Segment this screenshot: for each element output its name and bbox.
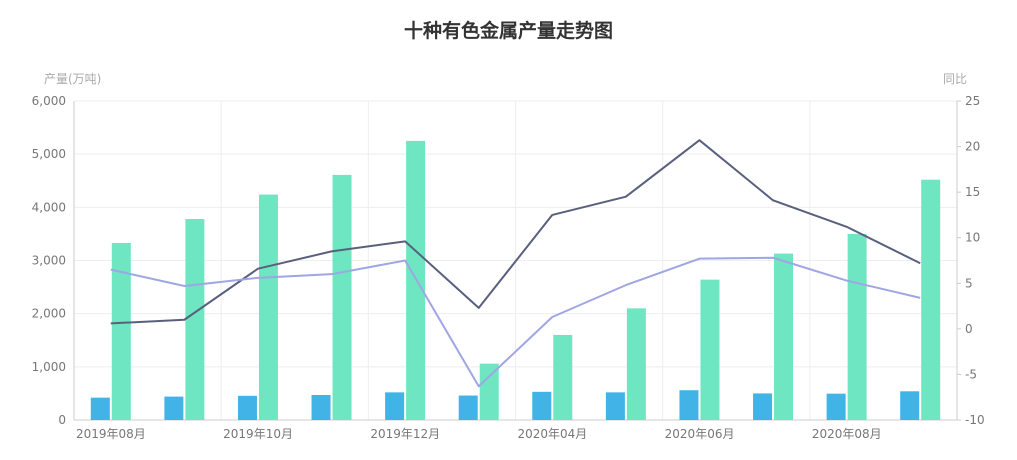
y-axis-left-label: 产量(万吨) bbox=[44, 72, 102, 86]
bar bbox=[164, 396, 184, 420]
x-tick-label: 2019年10月 bbox=[223, 427, 293, 441]
y-right-tick-label: 20 bbox=[965, 140, 980, 154]
bar bbox=[774, 253, 794, 420]
x-tick-label: 2019年12月 bbox=[370, 427, 440, 441]
bar bbox=[237, 395, 257, 420]
bar bbox=[406, 140, 426, 420]
y-right-tick-label: -5 bbox=[965, 367, 977, 381]
series-line bbox=[110, 256, 921, 388]
x-tick-label: 2020年06月 bbox=[665, 427, 735, 441]
bar bbox=[679, 390, 699, 420]
y-right-tick-label: 0 bbox=[965, 322, 973, 336]
y-axis-right-label: 同比 bbox=[943, 72, 968, 86]
x-tick-label: 2020年08月 bbox=[812, 427, 882, 441]
y-left-tick-label: 2,000 bbox=[32, 307, 66, 321]
x-tick-label: 2020年04月 bbox=[518, 427, 588, 441]
bar bbox=[553, 334, 573, 420]
bar bbox=[826, 393, 846, 420]
bar bbox=[458, 395, 478, 420]
bar bbox=[311, 395, 331, 420]
bar bbox=[626, 308, 646, 420]
y-right-tick-label: 25 bbox=[965, 94, 980, 108]
y-left-tick-label: 1,000 bbox=[32, 360, 66, 374]
bar bbox=[332, 174, 352, 420]
series-line bbox=[110, 139, 921, 325]
bar bbox=[185, 219, 205, 420]
bar bbox=[847, 233, 867, 420]
bar bbox=[605, 392, 625, 420]
bar bbox=[479, 363, 499, 420]
bar bbox=[90, 397, 110, 420]
y-left-tick-label: 3,000 bbox=[32, 254, 66, 268]
bar bbox=[385, 392, 405, 420]
y-right-tick-label: 10 bbox=[965, 231, 980, 245]
chart-title: 十种有色金属产量走势图 bbox=[403, 20, 613, 42]
y-right-tick-label: -10 bbox=[965, 413, 985, 427]
y-left-tick-label: 4,000 bbox=[32, 200, 66, 214]
bar bbox=[753, 393, 773, 420]
bar bbox=[111, 242, 131, 420]
y-right-tick-label: 5 bbox=[965, 276, 973, 290]
y-right-tick-label: 15 bbox=[965, 185, 980, 199]
bar bbox=[900, 391, 920, 420]
y-left-tick-label: 6,000 bbox=[32, 94, 66, 108]
bar bbox=[700, 279, 720, 420]
y-left-tick-label: 5,000 bbox=[32, 147, 66, 161]
y-left-tick-label: 0 bbox=[58, 413, 66, 427]
bar bbox=[532, 391, 552, 420]
bar bbox=[258, 194, 278, 420]
x-tick-label: 2019年08月 bbox=[76, 427, 146, 441]
bar bbox=[921, 179, 941, 420]
